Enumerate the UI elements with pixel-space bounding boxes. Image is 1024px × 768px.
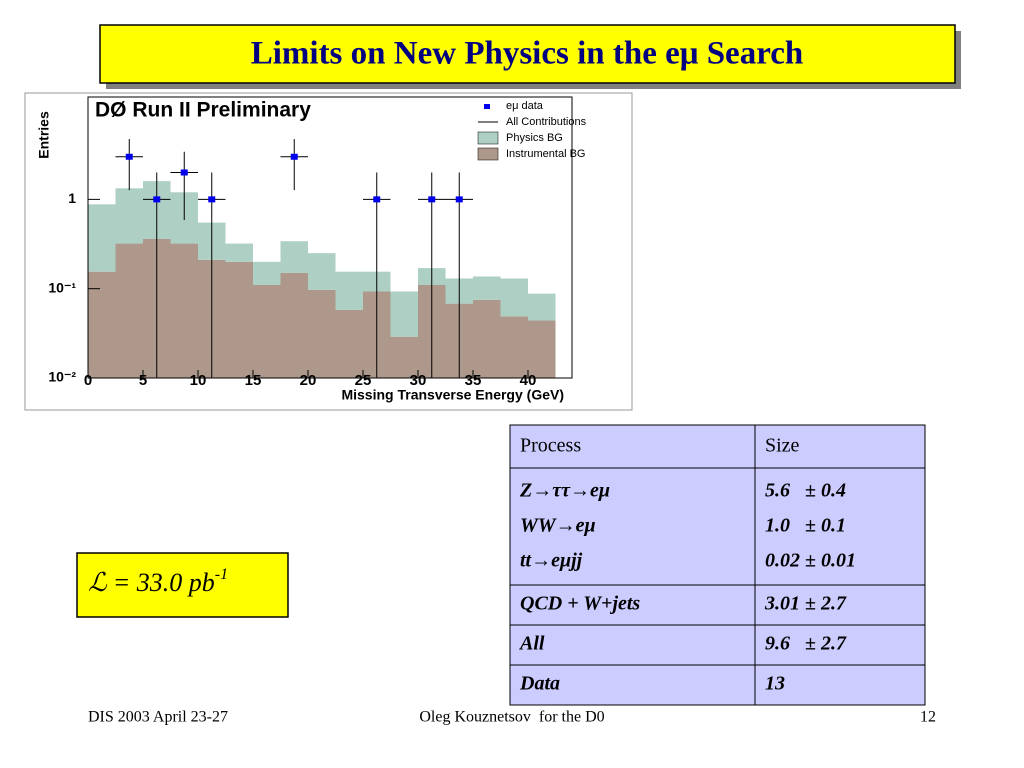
data-point (280, 139, 308, 191)
footer-right: 12 (920, 709, 936, 726)
luminosity-box (76, 552, 289, 618)
table-cell: 5.6 ± 0.4 (765, 480, 846, 502)
y-tick-label: 1 (68, 190, 76, 206)
legend-label: Physics BG (506, 132, 563, 144)
legend: eμ data All Contributions Physics BG Instru… (477, 100, 587, 161)
data-point (143, 172, 171, 378)
x-tick-label: 5 (139, 372, 147, 389)
data-point (198, 172, 226, 378)
title-box (99, 24, 956, 84)
data-point (170, 151, 198, 221)
data-point (418, 172, 446, 378)
table-cell: QCD + W+jets (520, 593, 640, 615)
bar-physics (115, 188, 143, 244)
bar-physics (335, 271, 363, 310)
bar-physics (500, 278, 528, 317)
lumi-symbol: ℒ (88, 568, 108, 597)
bar-physics (88, 204, 116, 272)
lumi-text: = 33.0 pb (113, 568, 215, 597)
x-tick-label: 15 (245, 372, 262, 389)
x-tick-label: 0 (84, 372, 92, 389)
legend-swatch (477, 147, 499, 161)
bar-physics (473, 276, 501, 300)
y-axis-label: Entries (36, 111, 52, 159)
table-cell: Data (519, 673, 560, 695)
x-tick-label: 30 (410, 372, 427, 389)
bar-physics (528, 293, 556, 321)
data-point (363, 172, 391, 378)
table-cell: Z→ττ→eμ (519, 480, 610, 502)
table-cell: 1.0 ± 0.1 (765, 515, 846, 537)
bar-physics (253, 261, 281, 285)
table-cell: 0.02 ± 0.01 (765, 550, 856, 572)
marker (290, 153, 298, 160)
table-cell: tt→eμjj (520, 550, 583, 572)
bar-physics (225, 243, 253, 262)
bar-instrumental (225, 261, 253, 378)
marker (428, 196, 436, 203)
x-tick-label: 40 (520, 372, 537, 389)
table-cell: 9.6 ± 2.7 (765, 633, 847, 655)
bar-instrumental (335, 309, 363, 378)
bar-instrumental (253, 284, 281, 378)
bar-physics (308, 253, 336, 290)
bar-physics (280, 241, 308, 273)
slide-title: Limits on New Physics in the eμ Search (251, 36, 804, 72)
x-axis-label: Missing Transverse Energy (GeV) (341, 387, 564, 403)
table-cell: WW→eμ (520, 515, 596, 537)
footer-left: DIS 2003 April 23-27 (88, 709, 228, 726)
table-header: Process (520, 435, 581, 457)
marker (153, 196, 161, 203)
x-tick-label: 25 (355, 372, 372, 389)
data-point (115, 139, 143, 191)
data-point (445, 172, 473, 378)
marker (208, 196, 216, 203)
table-cell: 13 (765, 673, 785, 695)
y-tick-label: 10⁻² (48, 369, 76, 385)
bar-instrumental (170, 243, 198, 378)
chart-title: DØ Run II Preliminary (95, 99, 311, 122)
bar-instrumental (280, 272, 308, 378)
table-header: Size (765, 435, 800, 457)
marker (373, 196, 381, 203)
axes-frame (87, 96, 573, 379)
marker (125, 153, 133, 160)
bar-instrumental (500, 316, 528, 378)
lumi-exponent: -1 (215, 566, 228, 583)
bar-instrumental (88, 271, 116, 378)
luminosity: ℒ = 33.0 pb-1 (88, 566, 228, 597)
table-cell: All (518, 633, 545, 655)
bar-instrumental (390, 336, 418, 378)
table-bg (509, 424, 926, 706)
bar-instrumental (528, 320, 556, 378)
legend-label: eμ data (506, 100, 544, 112)
legend-label: Instrumental BG (506, 148, 585, 160)
y-tick-label: 10⁻¹ (48, 279, 76, 295)
x-tick-label: 35 (465, 372, 482, 389)
bar-physics (390, 291, 418, 337)
footer-center: Oleg Kouznetsov for the D0 (419, 709, 604, 726)
bar-instrumental (308, 289, 336, 378)
x-tick-label: 20 (300, 372, 317, 389)
legend-swatch (477, 131, 499, 145)
marker (455, 196, 463, 203)
marker (180, 169, 188, 176)
legend-swatch (484, 104, 490, 109)
bar-instrumental (473, 299, 501, 378)
legend-label: All Contributions (506, 116, 587, 128)
table-cell: 3.01 ± 2.7 (764, 593, 847, 615)
x-tick-label: 10 (190, 372, 207, 389)
bar-instrumental (115, 243, 143, 378)
